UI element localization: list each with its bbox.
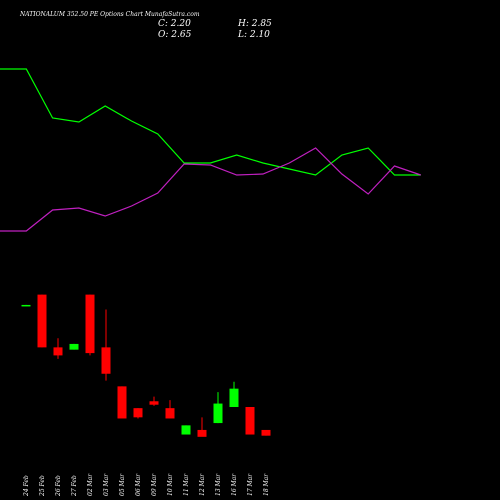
- candle-body: [133, 408, 143, 418]
- candle-body: [181, 425, 191, 435]
- x-tick-label: 06 Mar: [135, 473, 142, 496]
- candle-26-feb: [53, 338, 63, 359]
- candle-body: [213, 403, 223, 424]
- candle-body: [21, 304, 31, 307]
- overlay-lines: [0, 68, 421, 232]
- x-tick-label: 03 Mar: [103, 473, 110, 496]
- candle-body: [37, 294, 47, 348]
- x-axis: 24 Feb 25 Feb 26 Feb 27 Feb 02 Mar 03 Mar 05 M…: [23, 473, 270, 497]
- candle-13-mar: [213, 392, 223, 424]
- x-tick-label: 09 Mar: [151, 473, 158, 496]
- candle-17-mar: [245, 407, 255, 435]
- candle-27-feb: [69, 343, 79, 350]
- candle-02-mar: [85, 294, 95, 356]
- x-tick-label: 17 Mar: [247, 473, 254, 496]
- x-tick-label: 18 Mar: [263, 473, 270, 496]
- candle-body: [53, 347, 63, 356]
- candle-body: [197, 429, 207, 437]
- x-tick-label: 13 Mar: [215, 473, 222, 496]
- candles: [21, 294, 271, 437]
- x-tick-label: 12 Mar: [199, 473, 206, 496]
- candle-05-mar: [117, 386, 127, 419]
- x-tick-label: 24 Feb: [23, 475, 30, 497]
- candle-body: [261, 429, 271, 436]
- candle-18-mar: [261, 429, 271, 436]
- x-tick-label: 02 Mar: [87, 473, 94, 496]
- candle-03-mar: [101, 309, 111, 381]
- x-tick-label: 26 Feb: [55, 475, 62, 497]
- candle-body: [245, 407, 255, 435]
- x-tick-label: 10 Mar: [167, 473, 174, 496]
- overlay-line-2: [0, 147, 421, 232]
- candle-body: [229, 388, 239, 408]
- candle-10-mar: [165, 400, 175, 419]
- candle-body: [101, 347, 111, 374]
- candle-body: [85, 294, 95, 354]
- candle-body: [69, 343, 79, 350]
- close-value: C: 2.20: [158, 19, 191, 29]
- candle-16-mar: [229, 381, 239, 408]
- low-value: L: 2.10: [237, 30, 270, 40]
- open-value: O: 2.65: [158, 30, 192, 40]
- x-tick-label: 16 Mar: [231, 473, 238, 496]
- candle-09-mar: [149, 396, 159, 406]
- x-tick-label: 25 Feb: [39, 475, 46, 497]
- overlay-line-1: [0, 68, 421, 176]
- high-value: H: 2.85: [237, 19, 272, 29]
- candle-06-mar: [133, 408, 143, 419]
- x-tick-label: 05 Mar: [119, 473, 126, 496]
- candle-body: [165, 408, 175, 419]
- candle-body: [149, 401, 159, 405]
- x-tick-label: 27 Feb: [71, 475, 78, 497]
- candle-body: [117, 386, 127, 419]
- candle-12-mar: [197, 417, 207, 437]
- x-tick-label: 11 Mar: [183, 473, 190, 496]
- candle-25-feb: [37, 294, 47, 348]
- candle-24-feb: [21, 304, 31, 307]
- chart-title: NATIONALUM 352.50 PE Options Chart Munaf…: [19, 11, 200, 18]
- candle-11-mar: [181, 425, 191, 435]
